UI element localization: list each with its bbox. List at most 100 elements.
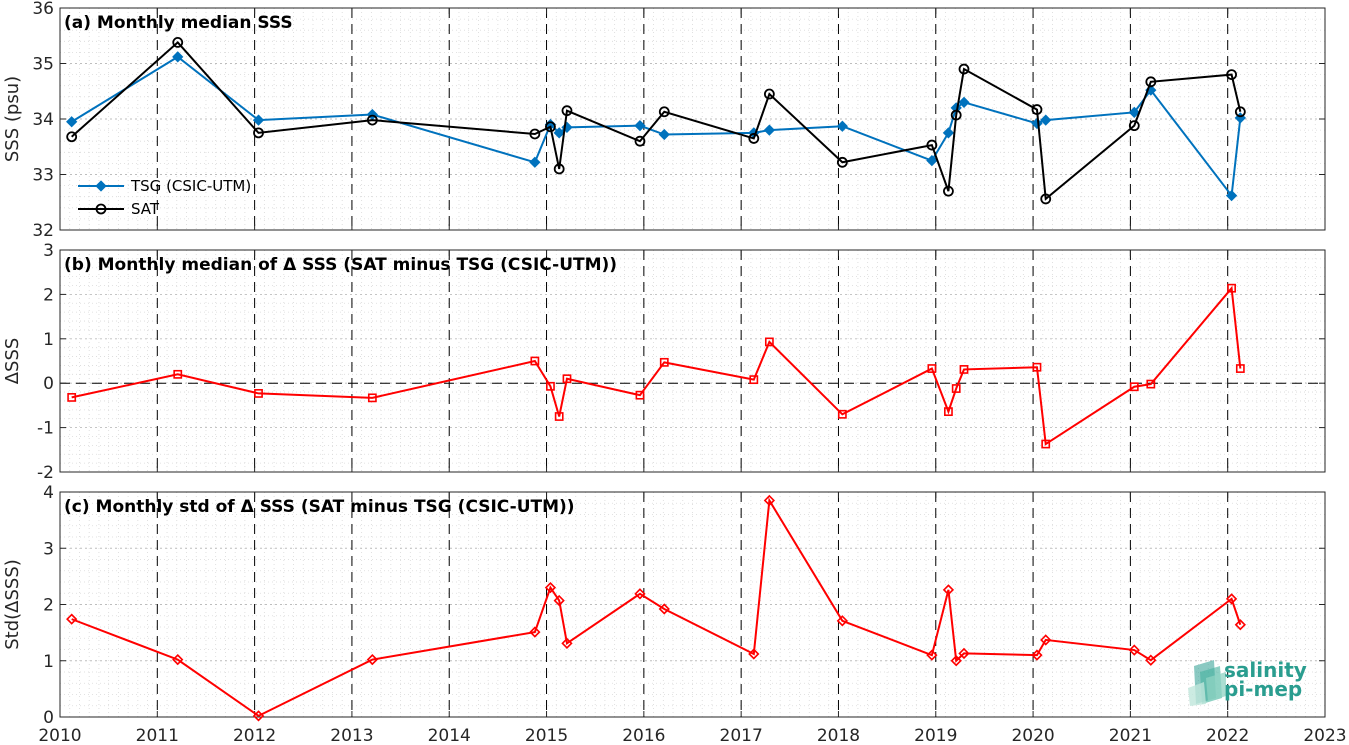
data-point xyxy=(252,114,265,126)
data-point xyxy=(837,409,847,419)
data-point xyxy=(254,389,263,398)
series-delta-sss xyxy=(66,494,1246,722)
series-line xyxy=(71,285,1242,446)
data-point xyxy=(562,374,572,384)
data-point xyxy=(1041,439,1051,449)
y-tick-label: 2 xyxy=(43,596,54,616)
panel-title: (b) Monthly median of Δ SSS (SAT minus T… xyxy=(64,255,617,275)
panel-c: 0 1 2 3 4 Std(ΔSSS) 2010 2011 2012 2013 2014 2015 20… xyxy=(2,483,1347,745)
data-point xyxy=(554,412,564,421)
data-point xyxy=(748,648,760,660)
data-point xyxy=(950,655,962,667)
data-point xyxy=(658,106,670,118)
y-tick-label: 34 xyxy=(32,110,54,130)
data-point xyxy=(1040,193,1052,205)
y-tick-label: 3 xyxy=(43,539,54,559)
data-point xyxy=(561,637,573,649)
series-sat xyxy=(66,37,1246,205)
x-tick-label: 2015 xyxy=(525,726,568,745)
data-point xyxy=(1146,379,1156,389)
x-tick-label: 2011 xyxy=(136,726,179,745)
x-tick-label: 2016 xyxy=(622,726,665,745)
legend-marker xyxy=(95,203,107,215)
salinity-pi-mep-logo: salinity pi-mep xyxy=(1188,658,1307,706)
y-tick-label: 35 xyxy=(32,55,54,75)
y-tick-label: 2 xyxy=(43,285,54,305)
data-point xyxy=(1234,619,1246,631)
data-point xyxy=(763,88,775,100)
data-point xyxy=(252,710,265,722)
data-point xyxy=(173,369,183,379)
y-axis-label: SSS (psu) xyxy=(2,76,23,162)
data-point xyxy=(958,647,970,660)
data-point xyxy=(172,653,184,666)
data-point xyxy=(530,356,540,366)
data-point xyxy=(1128,106,1140,118)
data-point xyxy=(66,116,78,128)
x-tick-label: 2020 xyxy=(1011,726,1054,745)
panel-title: (a) Monthly median SSS xyxy=(64,13,293,33)
data-point xyxy=(748,133,760,144)
data-point xyxy=(366,114,378,126)
x-tick-label: 2010 xyxy=(38,726,81,745)
data-point xyxy=(172,51,184,63)
data-point xyxy=(367,393,377,403)
x-tick-label: 2014 xyxy=(428,726,471,745)
data-point xyxy=(943,185,954,197)
series-line xyxy=(71,40,1242,201)
y-tick-label: 36 xyxy=(32,0,54,19)
data-point xyxy=(836,156,848,168)
y-tick-label: 32 xyxy=(32,221,54,241)
data-point xyxy=(958,96,970,108)
x-tick-label: 2012 xyxy=(233,726,276,745)
data-point xyxy=(634,135,646,147)
data-point xyxy=(529,626,541,638)
data-point xyxy=(546,381,555,391)
data-point xyxy=(1226,69,1237,80)
data-point xyxy=(66,613,78,625)
data-point xyxy=(749,375,759,385)
data-point xyxy=(529,156,541,168)
x-tick-label: 2021 xyxy=(1109,726,1152,745)
data-point xyxy=(658,603,670,615)
data-point xyxy=(553,594,565,607)
x-tick-label: 2018 xyxy=(817,726,860,745)
legend-label: TSG (CSIC-UTM) xyxy=(130,177,251,195)
series-line xyxy=(71,497,1242,718)
legend-marker xyxy=(95,180,107,192)
x-tick-label: 2017 xyxy=(720,726,763,745)
data-point xyxy=(763,494,776,507)
data-point xyxy=(1227,283,1236,293)
panel-title: (c) Monthly std of Δ SSS (SAT minus TSG … xyxy=(64,497,575,517)
data-point xyxy=(764,337,774,347)
y-tick-label: 33 xyxy=(32,166,54,186)
data-point xyxy=(634,588,646,600)
data-point xyxy=(545,121,556,133)
data-point xyxy=(942,584,955,596)
data-point xyxy=(529,128,541,140)
data-point xyxy=(553,127,565,139)
x-tick-label: 2019 xyxy=(914,726,957,745)
data-point xyxy=(659,357,669,367)
data-point xyxy=(172,37,184,48)
data-point xyxy=(926,154,938,167)
y-tick-label: 4 xyxy=(43,483,54,503)
x-tick-label: 2013 xyxy=(330,726,373,745)
data-point xyxy=(950,109,962,121)
data-point xyxy=(1129,382,1139,392)
data-point xyxy=(253,127,264,139)
panel-a: 32 33 34 35 36 SSS (psu) (a) Monthly median SS… xyxy=(2,0,1326,241)
data-point xyxy=(958,63,970,75)
data-point xyxy=(927,364,937,373)
data-point xyxy=(634,120,646,132)
legend-label: SAT xyxy=(131,200,160,218)
data-point xyxy=(951,384,961,393)
logo-line2: pi-mep xyxy=(1224,677,1302,701)
series-delta-sss xyxy=(67,283,1245,449)
data-point xyxy=(926,649,938,661)
data-point xyxy=(836,615,848,627)
data-point xyxy=(1031,104,1043,115)
y-tick-label: -1 xyxy=(37,419,54,439)
data-point xyxy=(1145,654,1157,666)
